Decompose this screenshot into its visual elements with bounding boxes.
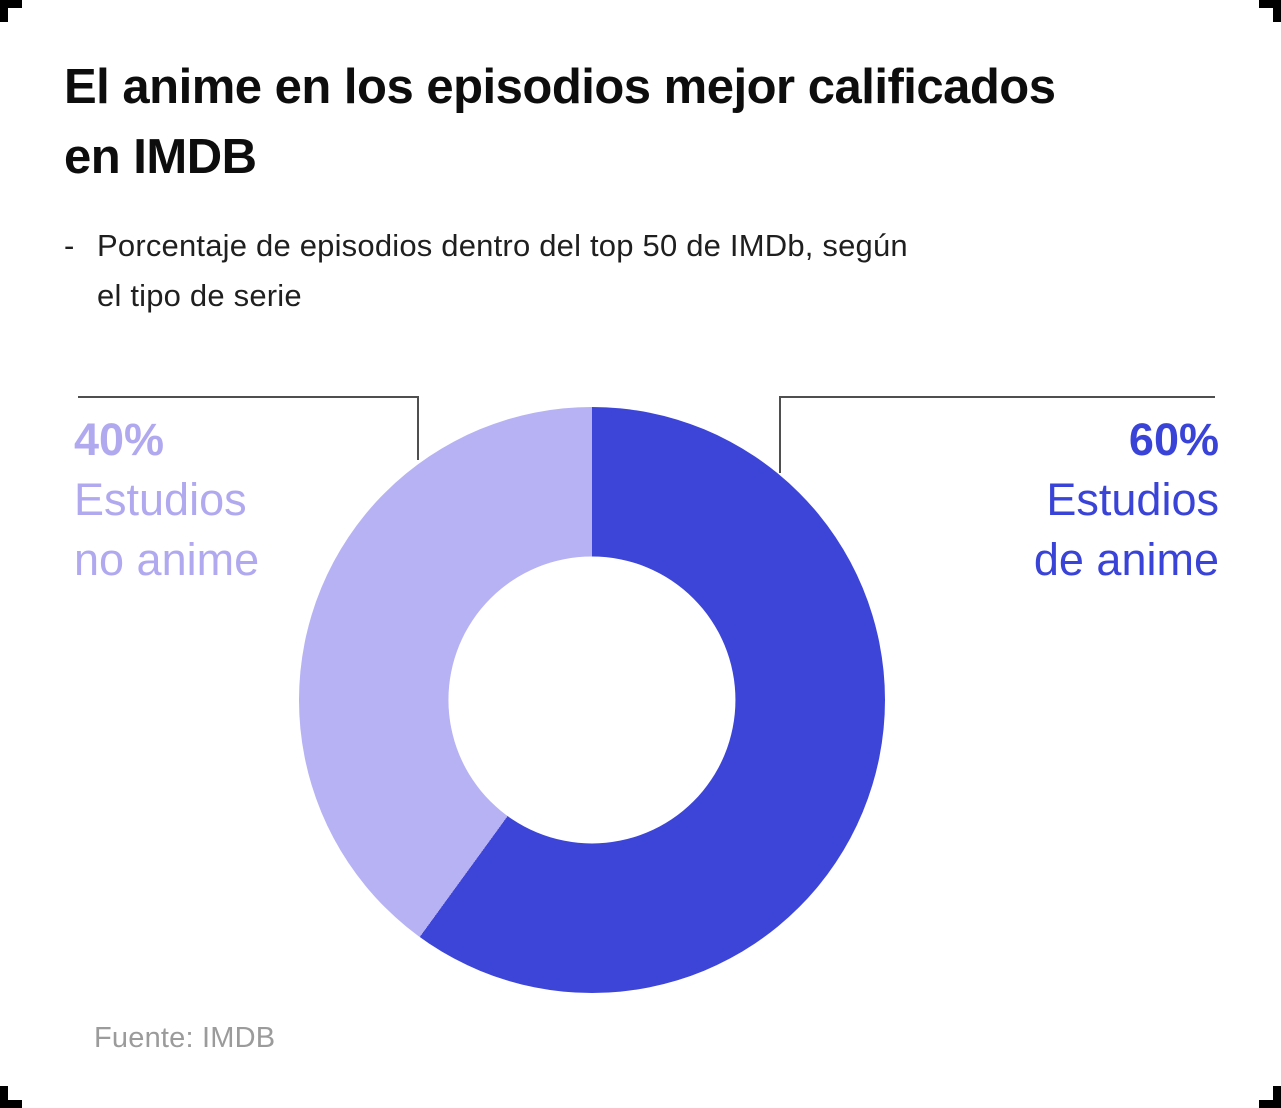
non-anime-label-line-2: no anime bbox=[74, 534, 260, 585]
page-title-line-1: El anime en los episodios mejor califica… bbox=[64, 60, 1056, 114]
chart-subtitle: - Porcentaje de episodios dentro del top… bbox=[64, 221, 908, 321]
anime-percentage: 60% bbox=[1128, 414, 1219, 465]
subtitle-dash: - bbox=[64, 228, 75, 263]
donut-chart bbox=[299, 407, 885, 993]
non-anime-percentage: 40% bbox=[74, 414, 165, 465]
crop-mark-bottom-right-icon bbox=[1259, 1086, 1281, 1108]
donut-hole bbox=[448, 556, 736, 844]
non-anime-slice-label: 40% Estudios no anime bbox=[74, 410, 259, 590]
page-title: El anime en los episodios mejor califica… bbox=[64, 52, 1224, 192]
crop-mark-bottom-left-icon bbox=[0, 1086, 22, 1108]
subtitle-line-1: Porcentaje de episodios dentro del top 5… bbox=[97, 228, 908, 263]
left-callout-line bbox=[78, 396, 419, 460]
anime-slice-label: 60% Estudios de anime bbox=[1034, 410, 1219, 590]
page-title-line-2: en IMDB bbox=[64, 130, 257, 184]
right-callout-line bbox=[779, 396, 1215, 473]
crop-mark-top-left-icon bbox=[0, 0, 22, 22]
source-attribution: Fuente: IMDB bbox=[94, 1022, 276, 1054]
anime-label-line-1: Estudios bbox=[1046, 474, 1219, 525]
subtitle-text: Porcentaje de episodios dentro del top 5… bbox=[97, 221, 908, 321]
non-anime-label-line-1: Estudios bbox=[74, 474, 247, 525]
anime-label-line-2: de anime bbox=[1033, 534, 1219, 585]
crop-mark-top-right-icon bbox=[1259, 0, 1281, 22]
subtitle-line-2: el tipo de serie bbox=[97, 278, 302, 313]
